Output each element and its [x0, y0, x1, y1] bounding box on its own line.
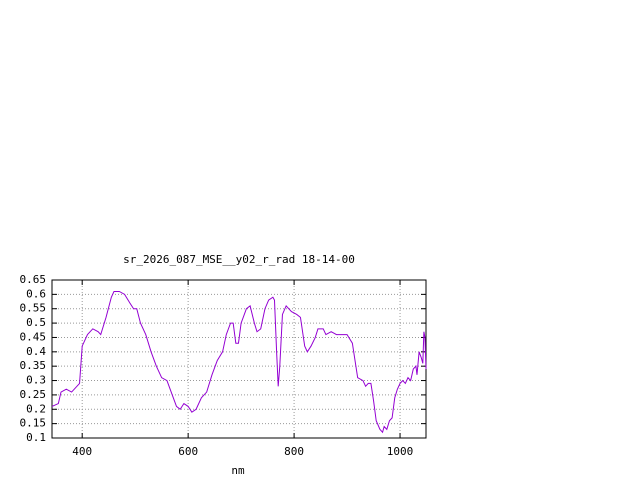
y-tick-label: 0.4	[26, 345, 46, 358]
y-tick-label: 0.5	[26, 316, 46, 329]
y-tick-label: 0.25	[20, 388, 47, 401]
y-tick-label: 0.3	[26, 374, 46, 387]
x-tick-label: 800	[284, 445, 304, 458]
y-tick-label: 0.6	[26, 287, 46, 300]
x-axis-label: nm	[231, 464, 245, 477]
x-tick-label: 1000	[387, 445, 414, 458]
plot-frame	[51, 279, 427, 439]
y-tick-label: 0.2	[26, 402, 46, 415]
y-tick-label: 0.65	[20, 273, 47, 286]
y-tick-label: 0.55	[20, 302, 47, 315]
y-tick-label: 0.15	[20, 417, 47, 430]
y-tick-label: 0.1	[26, 431, 46, 444]
y-tick-label: 0.35	[20, 359, 47, 372]
chart-title: sr_2026_087_MSE__y02_r_rad 18-14-00	[123, 253, 355, 266]
data-line	[51, 290, 427, 434]
x-tick-label: 400	[72, 445, 92, 458]
x-tick-label: 600	[178, 445, 198, 458]
y-tick-label: 0.45	[20, 330, 47, 343]
